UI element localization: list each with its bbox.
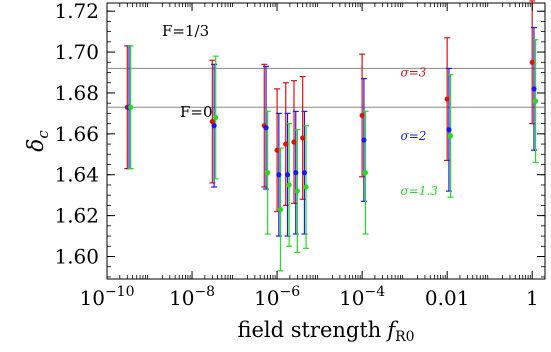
reference-line-label: F=0 xyxy=(180,103,213,121)
data-point xyxy=(301,170,308,176)
x-axis-label: field strength fR0 xyxy=(237,318,414,345)
data-point xyxy=(213,114,219,121)
data-point xyxy=(361,137,367,143)
series-labels: σ=3 σ=2 σ=1.3 xyxy=(401,66,439,199)
data-point xyxy=(531,86,537,92)
y-tick-label: 1.68 xyxy=(54,81,99,105)
data-point xyxy=(283,141,289,147)
y-tick-label: 1.62 xyxy=(54,204,99,228)
x-tick-label: 0.01 xyxy=(425,286,470,310)
x-tick-label: 10−10 xyxy=(80,284,135,310)
data-point xyxy=(274,147,280,153)
data-point xyxy=(446,127,452,133)
reference-lines: F=1/3 F=0 xyxy=(107,22,545,121)
data-point xyxy=(303,184,309,190)
data-point xyxy=(263,125,269,131)
y-tick-label: 1.72 xyxy=(54,0,99,23)
x-tick-label: 10−4 xyxy=(339,284,385,310)
data-point xyxy=(211,123,217,129)
data-point xyxy=(128,104,134,110)
x-tick-label: 10−6 xyxy=(254,284,300,310)
data-point xyxy=(529,59,535,65)
axis-labels: field strength fR0 δc xyxy=(24,130,415,345)
data-point xyxy=(444,96,450,102)
series-label: σ=3 xyxy=(401,66,427,80)
y-axis-label: δc xyxy=(24,130,52,152)
y-tick-label: 1.66 xyxy=(54,122,99,146)
data-point xyxy=(209,118,215,125)
plot-frame xyxy=(106,2,546,280)
data-point xyxy=(284,172,291,178)
series-label: σ=1.3 xyxy=(401,184,439,198)
error-bars xyxy=(124,0,539,272)
data-point xyxy=(276,172,282,178)
x-tick-label: 1 xyxy=(526,286,539,310)
data-point xyxy=(447,133,454,139)
data-point xyxy=(294,188,300,194)
data-point xyxy=(286,182,292,188)
data-point xyxy=(532,98,539,104)
data-point xyxy=(362,170,369,176)
series-label: σ=2 xyxy=(401,129,427,143)
x-tick-label: 10−8 xyxy=(169,284,215,310)
data-point xyxy=(359,112,365,119)
y-tick-label: 1.60 xyxy=(54,245,99,269)
data-point xyxy=(265,170,271,176)
reference-line-label: F=1/3 xyxy=(162,22,209,40)
data-points xyxy=(124,59,539,213)
y-tick-label: 1.70 xyxy=(54,40,99,64)
data-point xyxy=(293,170,299,176)
axis-ticks: 1.60 1.62 1.64 1.66 1.68 1.70 1.72 10−10 10−8 10−… xyxy=(54,0,546,310)
data-point xyxy=(291,139,297,145)
data-point xyxy=(300,135,306,141)
y-tick-label: 1.64 xyxy=(54,163,99,187)
data-point xyxy=(277,206,284,213)
